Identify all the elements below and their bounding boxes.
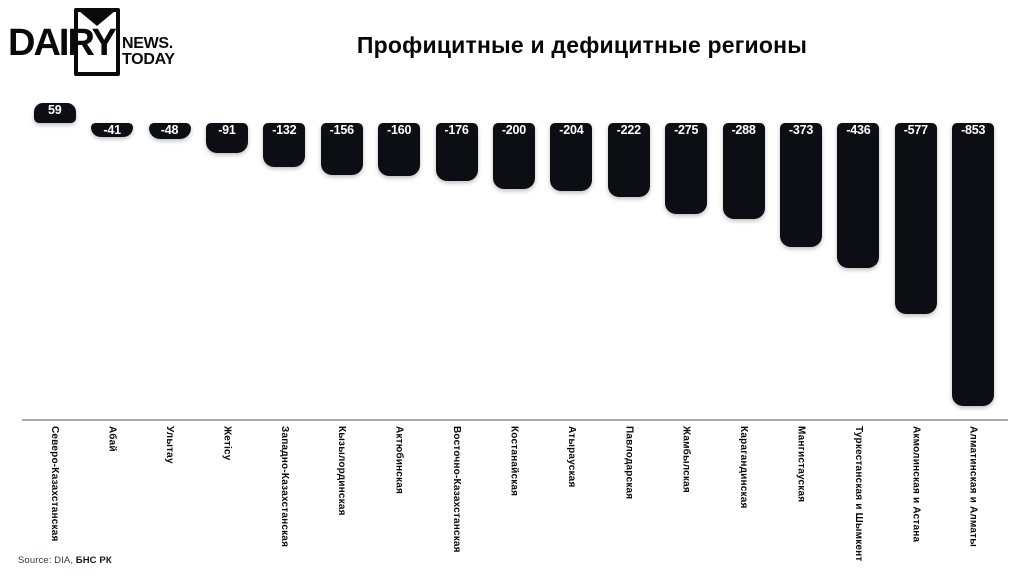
bar-value-label: -176 bbox=[444, 123, 469, 137]
bar-column: -853 bbox=[945, 98, 1002, 410]
bar-value-label: -156 bbox=[329, 123, 354, 137]
bar-column: 59 bbox=[26, 98, 83, 410]
bar: -132 bbox=[263, 123, 306, 167]
logo-news-text: NEWS. bbox=[122, 35, 173, 52]
x-tick-label: Кызылординская bbox=[336, 426, 348, 516]
bar: -436 bbox=[837, 123, 880, 268]
bar-value-label: -91 bbox=[218, 123, 236, 137]
bar: -91 bbox=[205, 123, 248, 153]
bar-column: -222 bbox=[600, 98, 657, 410]
x-tick-label: Жетісу bbox=[221, 426, 233, 461]
bar-value-label: -48 bbox=[160, 123, 179, 137]
x-tick-label: Восточно-Казахстанская bbox=[451, 426, 463, 553]
x-tick-label: Алматинская и Алматы bbox=[967, 426, 979, 547]
milk-carton-fold bbox=[79, 11, 115, 26]
bar: -275 bbox=[665, 123, 708, 214]
x-tick-label: Жамбылская bbox=[680, 426, 692, 493]
chart-title: Профицитные и дефицитные регионы bbox=[356, 32, 808, 58]
x-tick-label: Костанайская bbox=[508, 426, 520, 497]
x-axis-line bbox=[22, 419, 1008, 421]
x-tick-label: Абай bbox=[106, 426, 118, 452]
bar-column: -132 bbox=[256, 98, 313, 410]
x-tick-label: Атырауская bbox=[565, 426, 577, 488]
bar: -41 bbox=[91, 123, 134, 137]
x-tick-label: Карагандинская bbox=[738, 426, 750, 509]
logo-today-text: TODAY bbox=[122, 51, 175, 69]
x-axis-labels: Северо-Казахстанская Абай Улытау Жетісу … bbox=[26, 426, 1002, 562]
bar-value-label: 59 bbox=[47, 103, 62, 117]
bar-value-label: -132 bbox=[272, 123, 297, 137]
source-prefix: Source: DIA, bbox=[18, 555, 76, 566]
bar-column: -204 bbox=[543, 98, 600, 410]
x-tick-label: Туркестанская и Шымкент bbox=[852, 426, 864, 562]
x-tick-label: Западно-Казахстанская bbox=[278, 426, 290, 548]
bar-value-label: -200 bbox=[501, 123, 527, 137]
bar-column: -91 bbox=[198, 98, 255, 410]
bar-value-label: -288 bbox=[731, 123, 756, 137]
bar-column: -41 bbox=[83, 98, 140, 410]
bar-column: -275 bbox=[657, 98, 714, 410]
bar-value-label: -204 bbox=[559, 123, 584, 137]
bar: -200 bbox=[492, 123, 535, 189]
source-note: Source: DIA, БНС РК bbox=[18, 555, 112, 566]
bar-column: -436 bbox=[830, 98, 887, 410]
bar-column: -160 bbox=[370, 98, 427, 410]
bar-column: -288 bbox=[715, 98, 772, 410]
x-tick-label: Мангистауская bbox=[795, 426, 807, 503]
bar-column: -577 bbox=[887, 98, 944, 410]
x-tick-label: Улытау bbox=[164, 426, 176, 464]
bar-column: -176 bbox=[428, 98, 485, 410]
bar-value-label: -853 bbox=[961, 123, 986, 137]
bar: -204 bbox=[550, 123, 593, 191]
bar: -288 bbox=[722, 123, 765, 219]
bar: -853 bbox=[952, 123, 995, 406]
x-tick-label: Павлодарская bbox=[623, 426, 635, 500]
bar-value-label: -275 bbox=[674, 123, 699, 137]
x-tick-label: Актюбинская bbox=[393, 426, 405, 495]
bar-value-label: -373 bbox=[788, 123, 814, 137]
bar: -373 bbox=[779, 123, 822, 247]
bar-value-label: -436 bbox=[846, 123, 871, 137]
source-bold: БНС РК bbox=[75, 555, 112, 566]
dairy-news-today-logo: DAIRY NEWS. TODAY bbox=[8, 8, 188, 78]
x-tick-label: Акмолинская и Астана bbox=[910, 426, 922, 543]
logo-brand-text: DAIRY bbox=[8, 22, 117, 64]
bar: 59 bbox=[33, 103, 76, 123]
logo-subtext: NEWS. TODAY bbox=[122, 35, 175, 69]
bar-value-label: -577 bbox=[903, 123, 928, 137]
bar-value-label: -222 bbox=[616, 123, 641, 137]
bar-value-label: -160 bbox=[387, 123, 412, 137]
x-tick-label: Северо-Казахстанская bbox=[49, 426, 61, 542]
bar-column: -200 bbox=[485, 98, 542, 410]
bar: -156 bbox=[320, 123, 363, 175]
milk-carton-icon bbox=[74, 8, 120, 76]
bar-column: -373 bbox=[772, 98, 829, 410]
bar: -176 bbox=[435, 123, 478, 181]
bar-column: -48 bbox=[141, 98, 198, 410]
bar: -48 bbox=[148, 123, 191, 139]
bar-chart-plot-area: 59 -41 -48 -91 -132 -156 -160 -176 -200 … bbox=[26, 98, 1002, 410]
bar: -222 bbox=[607, 123, 650, 197]
bar: -160 bbox=[378, 123, 421, 176]
bar-column: -156 bbox=[313, 98, 370, 410]
bar: -577 bbox=[894, 123, 937, 314]
bar-value-label: -41 bbox=[103, 123, 121, 137]
